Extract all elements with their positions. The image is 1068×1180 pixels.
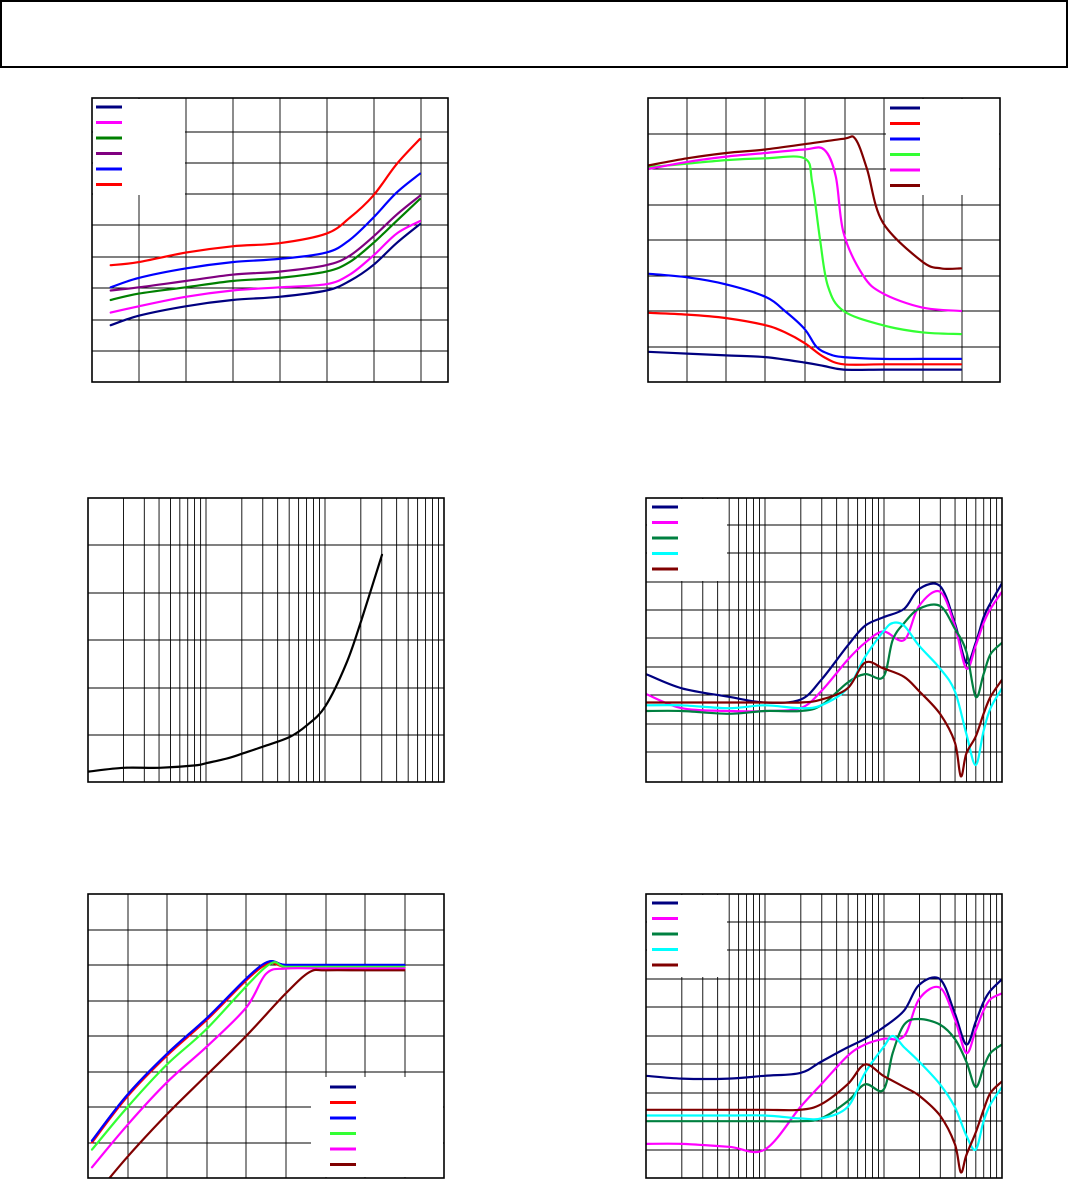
series-line-4 bbox=[109, 172, 421, 289]
plot-frame bbox=[647, 97, 1001, 383]
series-line-1 bbox=[648, 311, 962, 366]
series-line-4 bbox=[646, 1063, 1002, 1174]
series-line-4 bbox=[646, 660, 1002, 778]
legend-box bbox=[93, 99, 185, 195]
series-line-1 bbox=[646, 985, 1002, 1154]
chart-2-series bbox=[88, 553, 384, 773]
series-line-1 bbox=[109, 220, 421, 314]
plot-frame bbox=[91, 97, 449, 383]
series-line-3 bbox=[646, 621, 1002, 767]
series-line-3 bbox=[648, 155, 962, 336]
series-line-5 bbox=[648, 135, 962, 271]
plot-frame bbox=[645, 893, 1003, 1179]
chart-5-series bbox=[646, 976, 1002, 1174]
legend-box bbox=[886, 99, 999, 195]
series-line-0 bbox=[646, 976, 1002, 1081]
plot-frame bbox=[645, 497, 1003, 783]
legend-box bbox=[311, 1077, 443, 1177]
series-line-0 bbox=[88, 553, 384, 773]
series-line-3 bbox=[646, 1034, 1002, 1152]
chart-0-legend bbox=[96, 105, 122, 186]
series-line-4 bbox=[90, 967, 406, 1169]
chart-3-series bbox=[646, 582, 1002, 778]
series-line-5 bbox=[109, 137, 421, 267]
chart-5-grid bbox=[645, 894, 1002, 1178]
series-line-0 bbox=[109, 223, 421, 327]
series-line-2 bbox=[648, 272, 962, 361]
series-line-2 bbox=[109, 197, 421, 302]
chart-2-grid bbox=[87, 498, 444, 782]
chart-4-series bbox=[90, 959, 406, 1178]
legend-box bbox=[647, 499, 727, 581]
legend-box bbox=[647, 895, 727, 977]
series-line-3 bbox=[109, 194, 421, 292]
chart-5-legend bbox=[652, 901, 678, 967]
page-header-box bbox=[0, 0, 1068, 68]
series-line-2 bbox=[646, 603, 1002, 715]
series-line-5 bbox=[108, 968, 406, 1178]
chart-3-grid bbox=[645, 498, 1002, 782]
series-line-3 bbox=[90, 961, 406, 1151]
chart-1-legend bbox=[890, 106, 920, 187]
series-line-0 bbox=[648, 350, 962, 371]
chart-3-legend bbox=[652, 505, 678, 571]
chart-0-series bbox=[109, 137, 421, 327]
chart-1-series bbox=[648, 135, 962, 371]
plot-frame bbox=[87, 893, 445, 1179]
chart-1-grid bbox=[648, 98, 1000, 382]
chart-4-legend bbox=[330, 1085, 356, 1166]
plot-frame bbox=[87, 497, 445, 783]
series-line-2 bbox=[646, 1017, 1002, 1123]
series-line-2 bbox=[90, 959, 406, 1142]
series-line-4 bbox=[648, 146, 962, 313]
